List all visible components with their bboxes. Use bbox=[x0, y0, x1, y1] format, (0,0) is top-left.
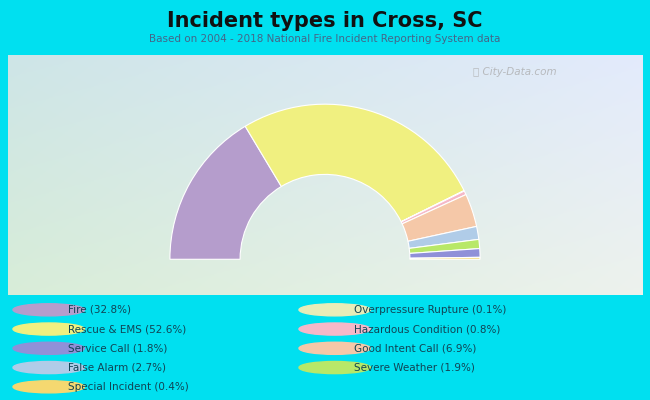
Wedge shape bbox=[408, 226, 479, 248]
Wedge shape bbox=[410, 257, 480, 259]
Circle shape bbox=[13, 381, 84, 393]
Circle shape bbox=[299, 342, 370, 354]
Text: Severe Weather (1.9%): Severe Weather (1.9%) bbox=[354, 362, 475, 372]
Text: Fire (32.8%): Fire (32.8%) bbox=[68, 305, 131, 315]
Text: Hazardous Condition (0.8%): Hazardous Condition (0.8%) bbox=[354, 324, 500, 334]
Text: Incident types in Cross, SC: Incident types in Cross, SC bbox=[167, 11, 483, 31]
Wedge shape bbox=[401, 191, 466, 224]
Circle shape bbox=[299, 323, 370, 335]
Text: False Alarm (2.7%): False Alarm (2.7%) bbox=[68, 362, 166, 372]
Text: Service Call (1.8%): Service Call (1.8%) bbox=[68, 343, 168, 353]
Text: Rescue & EMS (52.6%): Rescue & EMS (52.6%) bbox=[68, 324, 187, 334]
Wedge shape bbox=[410, 248, 480, 258]
Circle shape bbox=[299, 304, 370, 316]
Text: Overpressure Rupture (0.1%): Overpressure Rupture (0.1%) bbox=[354, 305, 506, 315]
Wedge shape bbox=[170, 126, 281, 259]
Wedge shape bbox=[402, 194, 476, 241]
Text: ⓘ City-Data.com: ⓘ City-Data.com bbox=[473, 67, 557, 77]
Text: Special Incident (0.4%): Special Incident (0.4%) bbox=[68, 382, 189, 392]
Circle shape bbox=[13, 342, 84, 354]
Wedge shape bbox=[410, 239, 480, 254]
Text: Good Intent Call (6.9%): Good Intent Call (6.9%) bbox=[354, 343, 476, 353]
Circle shape bbox=[299, 362, 370, 374]
Text: Based on 2004 - 2018 National Fire Incident Reporting System data: Based on 2004 - 2018 National Fire Incid… bbox=[150, 34, 500, 44]
Circle shape bbox=[13, 304, 84, 316]
Circle shape bbox=[13, 323, 84, 335]
Wedge shape bbox=[245, 104, 464, 222]
Wedge shape bbox=[401, 191, 464, 222]
Circle shape bbox=[13, 362, 84, 374]
